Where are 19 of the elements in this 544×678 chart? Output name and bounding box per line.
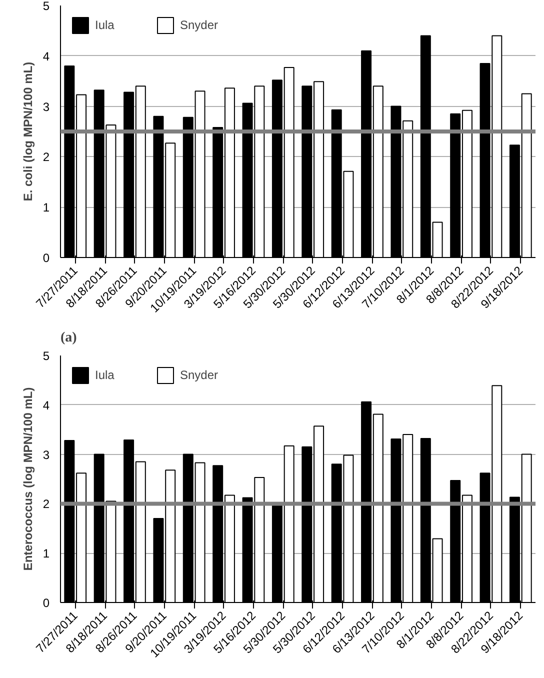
y-tick-label: 2	[42, 497, 50, 512]
text: (a)	[60, 330, 78, 346]
y-axis-title: Enterococcus (log MPN/100 mL)	[20, 387, 35, 571]
y-tick-label: 0	[42, 251, 50, 265]
y-tick-label: 4	[42, 398, 50, 412]
legend-label: Iula	[95, 18, 115, 32]
y-tick-label: 3	[42, 100, 50, 114]
y-axis-title: E. coli (log MPN/100 mL)	[20, 62, 35, 202]
y-tick-label: 0	[42, 596, 50, 610]
y-tick-label: 4	[42, 49, 50, 64]
y-tick-label: 5	[42, 0, 50, 13]
y-tick-label: 1	[42, 200, 50, 215]
y-tick-label: 5	[42, 349, 50, 363]
y-tick-label: 3	[42, 448, 50, 462]
y-tick-label: 2	[42, 150, 50, 164]
legend-label: Snyder	[180, 368, 218, 382]
y-tick-label: 1	[42, 546, 50, 561]
legend-label: Snyder	[180, 18, 218, 32]
legend-label: Iula	[95, 368, 115, 382]
